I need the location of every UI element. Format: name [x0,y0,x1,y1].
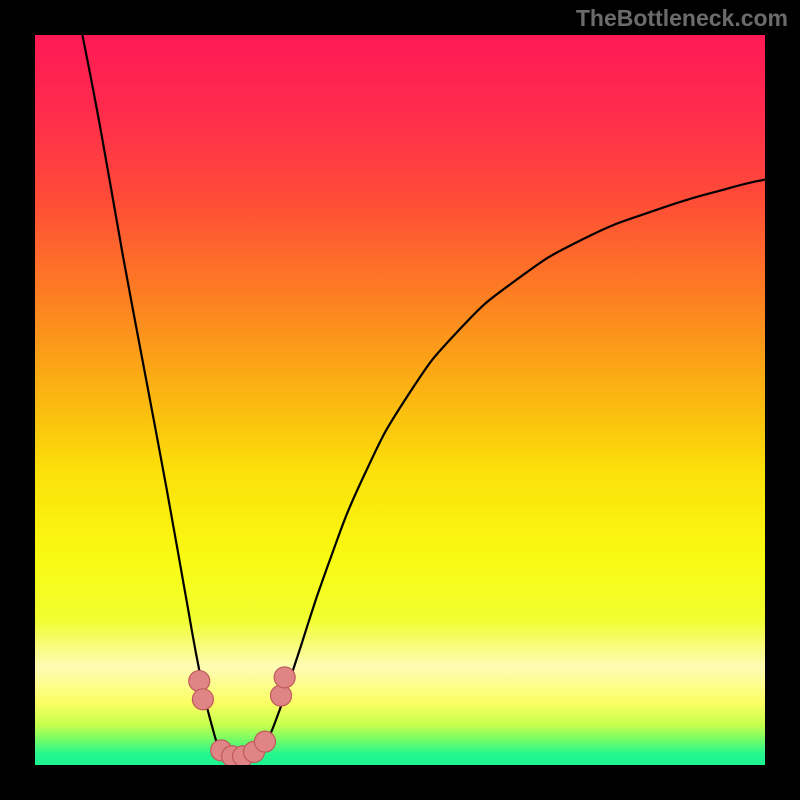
watermark-label: TheBottleneck.com [576,5,788,32]
chart-svg [35,35,765,765]
chart-frame: TheBottleneck.com [0,0,800,800]
data-marker [192,689,213,710]
data-marker [271,685,292,706]
data-marker [274,667,295,688]
plot-area [35,35,765,765]
curve-right-branch [232,180,765,761]
data-marker [254,731,275,752]
curve-left-branch [82,35,232,761]
data-marker [189,671,210,692]
